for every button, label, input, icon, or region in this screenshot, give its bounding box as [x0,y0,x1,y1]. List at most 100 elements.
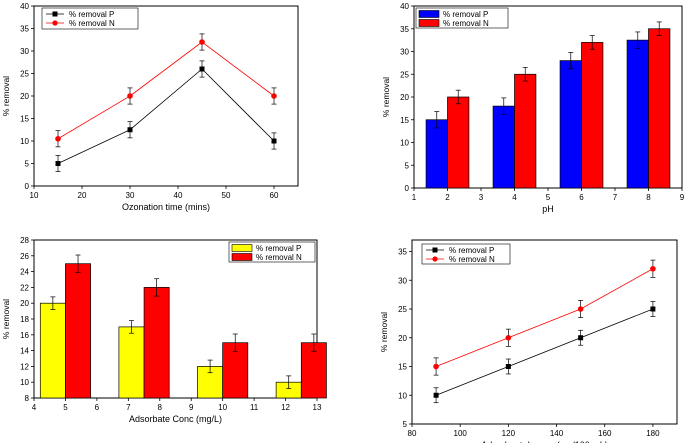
data-point-square [433,392,439,398]
data-point-square [271,138,277,144]
y-tick-label: 5 [403,420,408,429]
legend-label: % removal P [256,244,301,253]
x-tick-label: 7 [613,193,618,202]
x-tick-label: 9 [189,403,194,412]
y-tick-label: 10 [20,378,29,387]
y-tick-label: 5 [405,161,410,170]
x-tick-label: 5 [546,193,551,202]
x-tick-label: 10 [218,403,227,412]
x-tick-label: 12 [281,403,290,412]
data-point-square [650,306,656,312]
chart-panel-1: 10 20 30 40 50 60 0 5 10 15 20 25 30 35 40 Ozonation ti… [1,2,299,212]
data-point-square [505,364,511,369]
y-tick-label: 40 [20,2,29,11]
y-tick-label: 25 [20,70,29,79]
x-tick-label: 8 [158,403,163,412]
y-tick-label: 8 [25,394,30,403]
x-tick-label: 20 [78,191,87,200]
y-tick-label: 20 [398,334,407,343]
y-axis-label: % removal [381,77,391,117]
data-point-circle [271,93,277,99]
data-point-square [127,127,133,133]
x-tick-label: 9 [680,193,685,202]
y-tick-label: 10 [20,137,29,146]
y-tick-label: 25 [400,70,409,79]
y-tick-label: 24 [20,268,29,277]
bar-2 [447,96,470,189]
y-tick-label: 30 [20,47,29,56]
x-tick-label: 10 [30,191,39,200]
plot-frame [33,5,299,187]
series-line-2 [57,41,275,140]
y-tick-label: 35 [20,25,29,34]
legend-label: % removal N [449,255,495,264]
x-tick-label: 60 [270,191,279,200]
data-point-circle [55,135,61,142]
bar-1 [492,105,515,189]
bar-2 [143,287,170,399]
x-axis-label: pH [542,204,554,214]
y-tick-label: 30 [398,276,407,285]
data-point-square [55,161,61,166]
x-axis-label: Adsorbent dosage (mg/100 mL) [481,440,608,443]
y-tick-label: 15 [20,115,29,124]
data-point-circle [127,93,133,99]
y-axis-label: % removal [1,299,11,339]
chart-panel-3: 4 5 6 7 8 9 10 11 12 13 8 10 12 14 16 18 20 22 24 26 28 Adsor… [1,236,327,424]
data-point-circle [650,265,656,272]
y-tick-label: 10 [400,139,409,148]
bar-1 [118,326,145,399]
y-tick-label: 20 [20,92,29,101]
y-axis-label: % removal [379,312,389,352]
y-axis-label: % removal [1,76,11,116]
bar-1 [559,60,582,189]
data-point-square [199,66,205,72]
legend-label: % removal P [449,246,494,255]
y-tick-label: 20 [400,93,409,102]
x-tick-label: 160 [598,429,612,438]
x-tick-label: 140 [550,429,564,438]
bar-1 [425,119,448,189]
x-tick-label: 6 [579,193,584,202]
y-tick-label: 15 [400,116,409,125]
plot-frame [411,239,678,425]
x-tick-label: 50 [222,191,231,200]
y-tick-label: 0 [405,184,410,193]
y-tick-label: 12 [20,362,29,371]
data-point-circle [433,363,439,370]
y-tick-label: 15 [398,363,407,372]
series-line-2 [435,268,654,367]
legend-swatch [231,244,253,252]
y-tick-label: 18 [20,315,29,324]
legend-label: % removal N [69,19,115,28]
y-tick-label: 16 [20,331,29,340]
bar-1 [39,302,66,399]
legend-marker [52,20,58,26]
x-tick-label: 4 [32,403,37,412]
x-tick-label: 40 [174,191,183,200]
x-tick-label: 6 [95,403,100,412]
chart-panel-4: 80 100 120 140 160 180 5 10 15 20 25 30 35 Adsorbent … [379,239,678,443]
y-tick-label: 0 [25,182,30,191]
x-tick-label: 5 [63,403,68,412]
data-point-circle [199,39,205,45]
legend-marker [432,247,438,253]
legend-label: % removal P [443,10,488,19]
legend-label: % removal N [443,19,489,28]
legend-marker [432,256,438,262]
bar-2 [648,28,671,189]
legend-swatch [418,19,440,27]
x-tick-label: 120 [502,429,516,438]
y-tick-label: 26 [20,252,29,261]
bar-1 [626,39,649,189]
x-axis-label: Ozonation time (mins) [122,202,210,212]
bar-2 [65,263,91,399]
x-tick-label: 80 [408,429,417,438]
y-tick-label: 5 [25,160,30,169]
x-tick-label: 4 [512,193,517,202]
x-tick-label: 1 [412,193,417,202]
y-tick-label: 14 [20,347,29,356]
x-tick-label: 30 [126,191,135,200]
series-line-1 [57,68,275,164]
